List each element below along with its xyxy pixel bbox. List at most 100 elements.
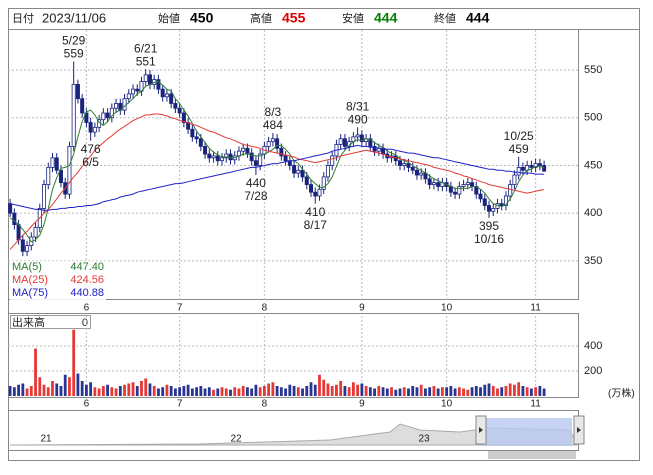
candle-body xyxy=(398,160,403,166)
candle-body xyxy=(258,153,263,166)
volume-bar xyxy=(394,389,398,396)
candle-body xyxy=(25,245,30,252)
candle-body xyxy=(75,83,80,100)
candle-body xyxy=(211,155,216,159)
x-tick-label: 6 xyxy=(84,303,90,314)
candle-body xyxy=(8,203,13,214)
volume-bar xyxy=(186,384,190,396)
volume-bar xyxy=(220,387,224,396)
annotation-date: 8/3 xyxy=(265,105,282,119)
header-value: 444 xyxy=(374,10,398,26)
candle-body xyxy=(537,163,542,166)
legend-bg xyxy=(10,274,106,287)
candle-body xyxy=(410,166,415,171)
annotation-date: 5/29 xyxy=(62,34,86,48)
candle-body xyxy=(516,166,521,176)
volume-bar xyxy=(17,384,20,396)
volume-bar xyxy=(496,388,499,396)
header-label: 安値 xyxy=(342,11,364,25)
volume-bar xyxy=(339,381,343,396)
candle-body xyxy=(92,126,97,133)
candle-body xyxy=(215,155,220,162)
volume-bar xyxy=(538,386,542,396)
volume-bar xyxy=(390,387,393,396)
candle-body xyxy=(338,138,343,145)
navigator-label: 23 xyxy=(418,434,430,445)
x-tick-label: 8 xyxy=(262,303,268,314)
volume-bar xyxy=(72,329,76,396)
candle-body xyxy=(402,163,407,166)
x-tick-label: 7 xyxy=(177,399,183,410)
candle-body xyxy=(46,166,51,185)
candle-body xyxy=(292,165,297,174)
annotation-price: 484 xyxy=(263,118,283,132)
candle-body xyxy=(114,103,119,109)
candle-body xyxy=(181,112,186,123)
volume-bar xyxy=(466,389,470,396)
volume-bar xyxy=(487,383,491,396)
candle-body xyxy=(33,227,38,238)
candle-body xyxy=(12,212,17,226)
volume-bar xyxy=(364,386,368,396)
candle-body xyxy=(359,134,364,143)
volume-bar xyxy=(68,377,71,396)
candle-body xyxy=(190,128,195,138)
annotation-date: 10/25 xyxy=(504,129,534,143)
volume-bar xyxy=(385,388,389,396)
volume-bar xyxy=(534,387,538,396)
volume-bar xyxy=(279,387,283,396)
volume-bar xyxy=(483,384,487,396)
candle-body xyxy=(368,138,373,147)
x-tick-label: 10 xyxy=(441,399,453,410)
moving-average-line xyxy=(9,80,545,243)
volume-bar xyxy=(216,388,220,396)
annotation-price: 551 xyxy=(136,54,156,68)
volume-bar xyxy=(12,387,16,396)
volume-bar xyxy=(504,386,508,396)
volume-bar xyxy=(462,388,465,396)
candle-body xyxy=(427,178,432,185)
volume-bar xyxy=(360,383,364,396)
candle-body xyxy=(372,145,377,152)
candle-body xyxy=(542,165,547,172)
candle-body xyxy=(105,112,110,119)
volume-bar xyxy=(233,387,237,396)
candle-body xyxy=(321,176,326,190)
candle-body xyxy=(431,182,436,185)
header-label: 終値 xyxy=(434,11,456,25)
candle-body xyxy=(520,166,525,171)
volume-bar xyxy=(59,386,63,396)
volume-bar xyxy=(419,384,423,396)
candle-body xyxy=(131,88,136,95)
volume-bar xyxy=(411,386,415,396)
volume-bar xyxy=(500,387,504,396)
annotation-price: 440 xyxy=(246,176,266,190)
candle-body xyxy=(228,153,233,161)
volume-panel xyxy=(8,313,579,398)
candle-body xyxy=(461,184,466,187)
candle-body xyxy=(355,134,360,138)
volume-bar xyxy=(445,387,449,396)
candle-body xyxy=(296,169,301,174)
x-tick-label: 10 xyxy=(441,303,453,314)
volume-bar xyxy=(195,387,198,396)
volume-bar xyxy=(114,388,118,396)
volume-bar xyxy=(173,388,177,396)
candle-body xyxy=(135,88,140,92)
candle-body xyxy=(220,157,225,162)
volume-bar xyxy=(479,387,482,396)
candle-body xyxy=(279,147,284,157)
volume-bar xyxy=(457,387,461,396)
legend-value: 424.56 xyxy=(70,274,104,286)
volume-bar xyxy=(309,382,313,396)
volume-bar xyxy=(203,388,207,396)
volume-label-box xyxy=(10,315,91,329)
candle-body xyxy=(533,163,538,168)
navigator-window[interactable] xyxy=(482,418,572,446)
volume-bar xyxy=(301,388,304,396)
volume-bar xyxy=(347,387,351,396)
candle-body xyxy=(203,145,208,155)
volume-bar xyxy=(76,373,80,396)
candle-body xyxy=(414,169,419,176)
scrollbar[interactable] xyxy=(488,451,576,459)
